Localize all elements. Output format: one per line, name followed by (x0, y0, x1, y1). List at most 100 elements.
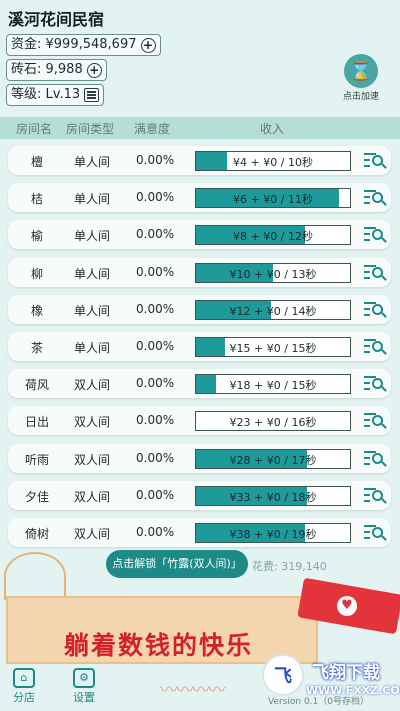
accelerate-button[interactable]: ⌛ 点击加速 (334, 54, 388, 102)
room-row[interactable]: 檀 单人间 0.00% ¥4 + ¥0 / 10秒 (8, 146, 391, 175)
header-satisfaction: 满意度 (134, 122, 171, 136)
income-progress-bar: ¥8 + ¥0 / 12秒 (195, 225, 351, 245)
room-details-icon[interactable] (364, 449, 387, 469)
room-row[interactable]: 榆 单人间 0.00% ¥8 + ¥0 / 12秒 (8, 220, 391, 249)
room-name: 橡 (30, 304, 43, 318)
room-type: 单人间 (74, 304, 111, 318)
room-row[interactable]: 荷风 双人间 0.00% ¥18 + ¥0 / 15秒 (8, 369, 391, 398)
room-details-icon[interactable] (364, 337, 387, 357)
unlock-room-button[interactable]: 点击解锁「竹露(双人间)」 (106, 550, 248, 578)
income-text: ¥10 + ¥0 / 13秒 (229, 268, 317, 281)
income-progress-fill (196, 226, 306, 244)
room-name: 檀 (30, 155, 43, 169)
income-text: ¥18 + ¥0 / 15秒 (229, 379, 317, 392)
accelerate-label: 点击加速 (342, 92, 379, 102)
promo-banner (6, 596, 318, 664)
room-type: 双人间 (74, 453, 111, 467)
header-room-type: 房间类型 (66, 122, 115, 136)
room-type: 单人间 (74, 267, 111, 281)
income-progress-fill (196, 487, 307, 505)
level-label: 等级: Lv.13 (11, 87, 81, 102)
level-display: 等级: Lv.13 (6, 84, 105, 106)
room-row[interactable]: 柳 单人间 0.00% ¥10 + ¥0 / 13秒 (8, 258, 391, 287)
version-label: Version 0.1（0号存档） (268, 697, 369, 707)
room-satisfaction: 0.00% (136, 190, 175, 204)
header-income: 收入 (260, 122, 285, 136)
room-details-icon[interactable] (364, 523, 387, 543)
room-satisfaction: 0.00% (136, 376, 175, 390)
room-name: 桔 (30, 192, 43, 206)
room-name: 榆 (30, 229, 43, 243)
room-row[interactable]: 桔 单人间 0.00% ¥6 + ¥0 / 11秒 (8, 183, 391, 212)
room-row[interactable]: 茶 单人间 0.00% ¥15 + ¥0 / 15秒 (8, 332, 391, 361)
income-progress-bar: ¥4 + ¥0 / 10秒 (195, 151, 351, 171)
header-room-name: 房间名 (16, 122, 53, 136)
bricks-display: 砖石: 9,988 + (6, 59, 107, 81)
room-type: 双人间 (74, 378, 111, 392)
room-details-icon[interactable] (364, 411, 387, 431)
room-row[interactable]: 听雨 双人间 0.00% ¥28 + ¥0 / 17秒 (8, 444, 391, 473)
income-text: ¥38 + ¥0 / 19秒 (229, 528, 317, 541)
room-row[interactable]: 橡 单人间 0.00% ¥12 + ¥0 / 14秒 (8, 295, 391, 324)
room-satisfaction: 0.00% (136, 451, 175, 465)
hourglass-icon: ⌛ (344, 54, 378, 88)
settings-label: 设置 (73, 691, 95, 704)
room-satisfaction: 0.00% (136, 413, 175, 427)
settings-button[interactable]: ⚙ 设置 (64, 668, 104, 705)
add-bricks-button[interactable]: + (86, 62, 102, 78)
shop-button[interactable]: ⌂ 分店 (4, 668, 44, 705)
room-type: 单人间 (74, 155, 111, 169)
watermark-url: WWW.FXXZ.COM (306, 684, 400, 697)
room-row[interactable]: 日出 双人间 0.00% ¥23 + ¥0 / 16秒 (8, 406, 391, 435)
income-progress-fill (196, 189, 340, 207)
add-money-button[interactable]: + (140, 37, 156, 53)
room-satisfaction: 0.00% (136, 153, 175, 167)
income-text: ¥8 + ¥0 / 12秒 (233, 230, 313, 243)
income-text: ¥15 + ¥0 / 15秒 (229, 342, 317, 355)
room-name: 柳 (30, 267, 43, 281)
income-progress-fill (196, 338, 226, 356)
decorative-squiggle: 〰〰〰〰 (160, 680, 226, 701)
room-details-icon[interactable] (364, 151, 387, 171)
income-progress-fill (196, 264, 273, 282)
room-type: 双人间 (74, 415, 111, 429)
bricks-label: 砖石: 9,988 (11, 62, 83, 77)
money-label: 资金: ¥999,548,697 (11, 37, 137, 52)
income-text: ¥4 + ¥0 / 10秒 (233, 156, 313, 169)
room-type: 双人间 (74, 527, 111, 541)
income-progress-bar: ¥33 + ¥0 / 18秒 (195, 486, 351, 506)
room-satisfaction: 0.00% (136, 488, 175, 502)
income-text: ¥33 + ¥0 / 18秒 (229, 491, 317, 504)
income-text: ¥6 + ¥0 / 11秒 (233, 193, 313, 206)
income-progress-fill (196, 450, 307, 468)
income-text: ¥12 + ¥0 / 14秒 (229, 305, 317, 318)
room-name: 荷风 (24, 378, 49, 392)
room-type: 双人间 (74, 490, 111, 504)
room-name: 茶 (30, 341, 43, 355)
income-progress-bar: ¥10 + ¥0 / 13秒 (195, 263, 351, 283)
room-row[interactable]: 倚树 双人间 0.00% ¥38 + ¥0 / 19秒 (8, 518, 391, 547)
room-name: 听雨 (24, 453, 49, 467)
room-details-icon[interactable] (364, 486, 387, 506)
income-progress-fill (196, 301, 272, 319)
banner-text: 躺着数钱的快乐 (64, 631, 254, 660)
room-name: 倚树 (24, 527, 49, 541)
income-progress-fill (196, 375, 217, 393)
room-row[interactable]: 夕佳 双人间 0.00% ¥33 + ¥0 / 18秒 (8, 481, 391, 510)
table-header: 房间名 房间类型 满意度 收入 (0, 117, 400, 139)
money-display: 资金: ¥999,548,697 + (6, 34, 161, 56)
room-details-icon[interactable] (364, 263, 387, 283)
income-progress-bar: ¥6 + ¥0 / 11秒 (195, 188, 351, 208)
income-progress-bar: ¥12 + ¥0 / 14秒 (195, 300, 351, 320)
room-details-icon[interactable] (364, 300, 387, 320)
unlock-cost: 花费: 319,140 (252, 560, 327, 573)
decorative-ribbon-loop (4, 552, 66, 600)
room-details-icon[interactable] (364, 225, 387, 245)
room-name: 夕佳 (24, 490, 49, 504)
room-type: 单人间 (74, 192, 111, 206)
level-list-icon[interactable] (84, 88, 100, 102)
room-satisfaction: 0.00% (136, 302, 175, 316)
room-details-icon[interactable] (364, 374, 387, 394)
room-satisfaction: 0.00% (136, 339, 175, 353)
room-details-icon[interactable] (364, 188, 387, 208)
